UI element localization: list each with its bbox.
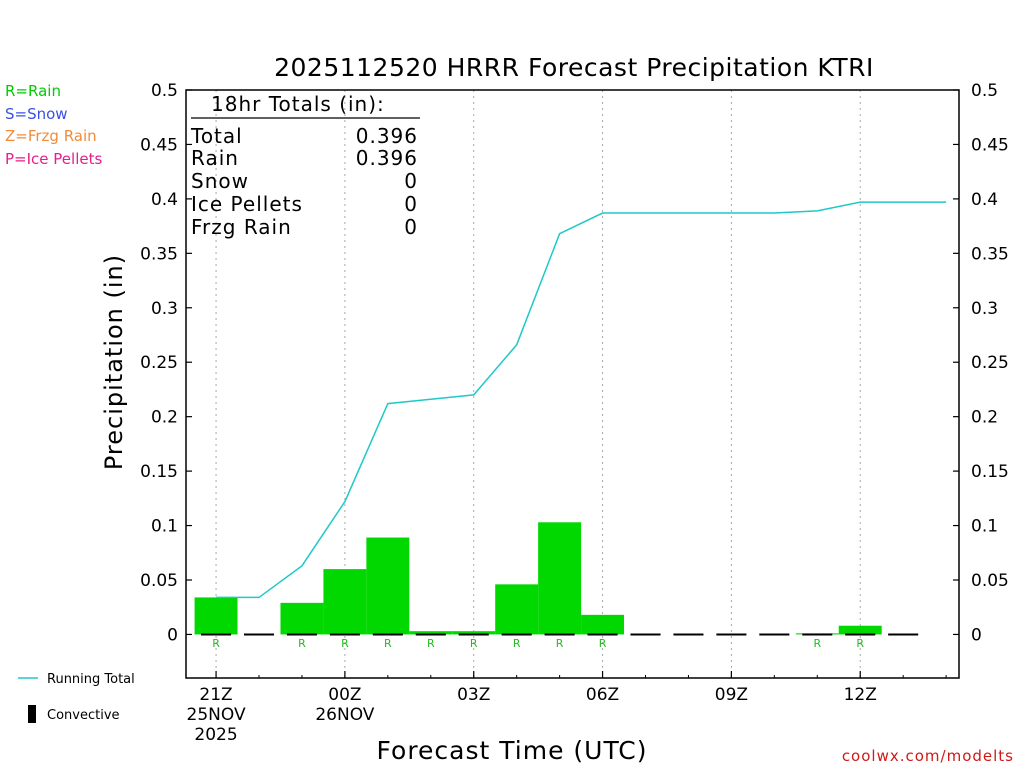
y-tick-label: 0 (167, 625, 178, 645)
x-axis-title: Forecast Time (UTC) (377, 736, 648, 765)
totals-value-ice-pellets: 0 (404, 192, 418, 216)
ptype-label: R (212, 637, 220, 650)
ptype-label: R (470, 637, 478, 650)
y-tick-label: 0.25 (140, 353, 178, 373)
ptype-label: R (513, 637, 521, 650)
running-total-line (216, 201, 947, 599)
y-tick-label: 0.2 (971, 408, 998, 428)
precip-bar (409, 631, 453, 635)
y-tick-label: 0.45 (140, 135, 178, 155)
ptype-label: R (427, 637, 435, 650)
ptype-label: R (556, 637, 564, 650)
totals-box: 18hr Totals (in): Total 0.396 Rain 0.396… (190, 92, 420, 239)
totals-label-total: Total (190, 124, 243, 148)
x-tick-label: 12Z (844, 685, 877, 705)
totals-value-snow: 0 (404, 169, 418, 193)
y-tick-label: 0.4 (151, 190, 178, 210)
y-tick-label: 0.3 (971, 299, 998, 319)
y-tick-label: 0.45 (971, 135, 1009, 155)
hourly-bars (194, 522, 882, 635)
y-tick-label: 0.05 (971, 571, 1009, 591)
y-axis-left: 0 0.05 0.1 0.15 0.2 0.25 0.3 0.35 0.4 0.45 0.5 (140, 81, 192, 645)
y-tick-label: 0.4 (971, 190, 998, 210)
totals-value-total: 0.396 (356, 124, 418, 148)
y-tick-label: 0.2 (151, 408, 178, 428)
plot-frame (185, 89, 960, 679)
y-tick-label: 0.1 (151, 517, 178, 537)
ptype-label: R (384, 637, 392, 650)
y-axis-title: Precipitation (in) (100, 254, 128, 470)
x-tick-label: 00Z (328, 685, 361, 705)
totals-label-ice-pellets: Ice Pellets (191, 192, 303, 216)
totals-header: 18hr Totals (in): (211, 92, 385, 116)
precip-bar (495, 584, 539, 635)
y-tick-label: 0.35 (971, 244, 1009, 264)
ptype-label: R (599, 637, 607, 650)
totals-value-rain: 0.396 (356, 146, 418, 170)
credit-text: coolwx.com/modelts (842, 747, 1014, 765)
y-tick-label: 0.1 (971, 517, 998, 537)
ptype-legend-ice-pellets: P=Ice Pellets (5, 150, 102, 168)
x-tick-label: 2025 (194, 725, 237, 745)
precip-bar (194, 597, 238, 635)
y-tick-label: 0.15 (971, 462, 1009, 482)
ptype-legend-rain: R=Rain (5, 82, 61, 100)
ptype-label: R (298, 637, 306, 650)
x-tick-label: 09Z (715, 685, 748, 705)
totals-label-rain: Rain (191, 146, 239, 170)
bottom-legend: Running Total Convective (18, 672, 135, 723)
precip-bar (280, 602, 324, 635)
convective-legend-swatch (28, 705, 36, 723)
ptype-legend: R=Rain S=Snow Z=Frzg Rain P=Ice Pellets (5, 82, 102, 168)
ptype-legend-snow: S=Snow (5, 105, 68, 123)
convective-legend-label: Convective (47, 708, 120, 723)
precip-bar (581, 614, 625, 635)
y-tick-label: 0.5 (971, 81, 998, 101)
x-tick-label: 25NOV (187, 705, 246, 725)
y-tick-label: 0.25 (971, 353, 1009, 373)
y-tick-label: 0.5 (151, 81, 178, 101)
ptype-label: R (813, 637, 821, 650)
y-tick-label: 0.35 (140, 244, 178, 264)
totals-value-frzg-rain: 0 (404, 215, 418, 239)
x-tick-label: 21Z (199, 685, 232, 705)
precip-bar (366, 537, 410, 635)
totals-label-frzg-rain: Frzg Rain (191, 215, 292, 239)
x-tick-label: 06Z (586, 685, 619, 705)
precip-bar (323, 569, 367, 635)
precip-bar (838, 625, 882, 635)
totals-label-snow: Snow (191, 169, 249, 193)
chart-title: 2025112520 HRRR Forecast Precipitation K… (274, 53, 874, 82)
precip-bar (452, 631, 496, 635)
running-total-series (216, 201, 947, 599)
precip-bar (538, 522, 582, 635)
x-gridlines (215, 90, 861, 678)
y-tick-label: 0.3 (151, 299, 178, 319)
y-tick-label: 0.15 (140, 462, 178, 482)
ptype-legend-frzg-rain: Z=Frzg Rain (5, 127, 97, 145)
ptype-label: R (856, 637, 864, 650)
y-tick-label: 0 (971, 625, 982, 645)
x-tick-label: 03Z (457, 685, 490, 705)
ptype-label: R (341, 637, 349, 650)
y-axis-right: 0 0.05 0.1 0.15 0.2 0.25 0.3 0.35 0.4 0.45 0.5 (953, 81, 1009, 645)
x-tick-label: 26NOV (315, 705, 374, 725)
running-total-legend-label: Running Total (47, 672, 135, 687)
y-tick-label: 0.05 (140, 571, 178, 591)
